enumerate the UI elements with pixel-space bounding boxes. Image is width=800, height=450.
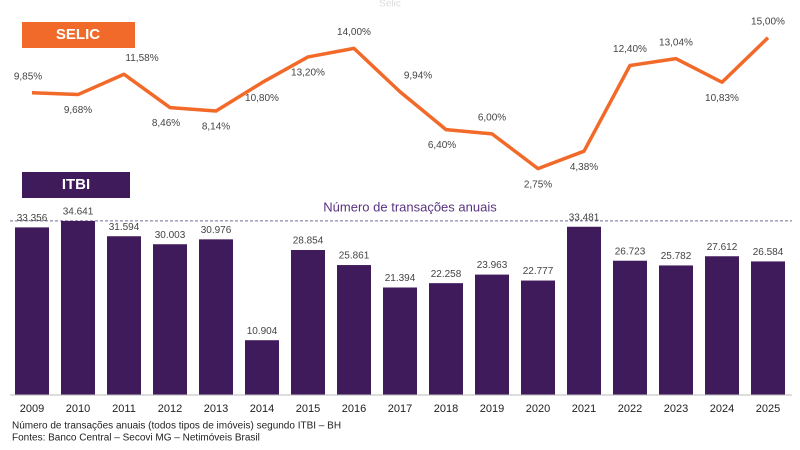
faint-title: Selic	[379, 0, 401, 10]
x-tick-label: 2020	[526, 403, 550, 415]
x-tick-label: 2022	[618, 403, 642, 415]
value-label: 10,83%	[705, 93, 739, 104]
value-label: 8,14%	[202, 122, 230, 133]
value-label: 26.584	[753, 247, 784, 258]
bar	[751, 261, 785, 395]
value-label: 12,40%	[613, 44, 647, 55]
value-label: 25.861	[339, 251, 370, 262]
value-label: 6,40%	[428, 140, 456, 151]
x-tick-label: 2009	[20, 403, 44, 415]
value-label: 13,04%	[659, 37, 693, 48]
value-label: 8,46%	[152, 118, 180, 129]
x-tick-label: 2013	[204, 403, 228, 415]
value-label: 22.258	[431, 269, 462, 280]
footer-note: Número de transações anuais (todos tipos…	[12, 421, 341, 432]
value-label: 6,00%	[478, 113, 506, 124]
value-label: 28.854	[293, 236, 324, 247]
value-label: 25.782	[661, 251, 692, 262]
value-label: 9,94%	[404, 70, 432, 81]
bar	[153, 244, 187, 395]
value-label: 31.594	[109, 222, 140, 233]
bar	[337, 265, 371, 395]
bar	[567, 226, 601, 395]
x-tick-label: 2024	[710, 403, 734, 415]
bar	[291, 250, 325, 395]
value-label: 13,20%	[291, 68, 325, 79]
x-tick-label: 2025	[756, 403, 780, 415]
value-label: 14,00%	[337, 27, 371, 38]
x-tick-label: 2016	[342, 403, 366, 415]
annotation: Número de transações anuais	[323, 199, 497, 214]
selic-line	[31, 36, 770, 171]
bar	[107, 236, 141, 395]
x-tick-label: 2023	[664, 403, 688, 415]
value-label: 34.641	[63, 207, 94, 218]
value-label: 11,58%	[125, 53, 158, 64]
value-label: 33.356	[17, 213, 48, 224]
x-tick-label: 2021	[572, 403, 596, 415]
value-label: 22.777	[523, 266, 554, 277]
value-label: 30.976	[201, 225, 232, 236]
itbi-badge	[22, 172, 130, 198]
value-label: 9,85%	[14, 71, 42, 82]
x-tick-label: 2014	[250, 403, 274, 415]
selic-title: SELIC	[56, 26, 100, 43]
x-tick-label: 2012	[158, 403, 182, 415]
x-tick-label: 2017	[388, 403, 412, 415]
value-label: 10,80%	[245, 93, 279, 104]
value-label: 30.003	[155, 230, 186, 241]
value-label: 23.963	[477, 260, 508, 271]
footer-source: Fontes: Banco Central – Secovi MG – Neti…	[12, 433, 260, 444]
bar	[15, 227, 49, 395]
bar	[199, 239, 233, 395]
bar	[705, 256, 739, 395]
x-tick-label: 2019	[480, 403, 504, 415]
value-label: 9,68%	[64, 105, 92, 116]
bar	[475, 274, 509, 395]
value-label: 27.612	[707, 242, 738, 253]
value-label: 2,75%	[524, 179, 552, 190]
bar	[521, 280, 555, 395]
bar	[659, 265, 693, 395]
bar	[429, 283, 463, 395]
x-tick-label: 2018	[434, 403, 458, 415]
value-label: 21.394	[385, 273, 416, 284]
bar	[613, 260, 647, 395]
value-label: 4,38%	[570, 162, 598, 173]
value-label: 15,00%	[751, 16, 785, 27]
x-tick-label: 2015	[296, 403, 320, 415]
value-label: 26.723	[615, 246, 646, 257]
selic-badge	[22, 22, 135, 48]
x-tick-label: 2011	[112, 403, 136, 415]
x-tick-label: 2010	[66, 403, 90, 415]
bar	[245, 340, 279, 395]
value-label: 33.481	[569, 212, 600, 223]
itbi-title: ITBI	[62, 176, 90, 193]
bar	[383, 287, 417, 395]
value-label: 10.904	[247, 326, 278, 337]
bar	[61, 220, 95, 395]
